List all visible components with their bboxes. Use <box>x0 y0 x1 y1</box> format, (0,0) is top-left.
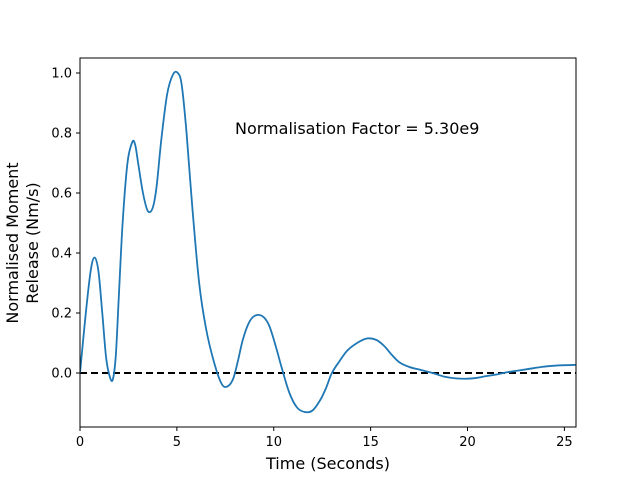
y-tick-label: 0.4 <box>51 247 72 262</box>
axes: 0 5 10 15 20 25 0.0 0.2 0.4 0.6 0.8 1.0 <box>51 57 577 450</box>
x-axis-title: Time (Seconds) <box>265 454 390 473</box>
y-tick-label: 0.8 <box>51 127 72 142</box>
y-tick-label: 0.6 <box>51 187 72 202</box>
plot-frame <box>79 57 577 428</box>
x-tick-label: 0 <box>76 435 84 450</box>
y-tick-label: 1.0 <box>51 67 72 82</box>
x-tick-label: 20 <box>459 435 476 450</box>
plot-area <box>80 70 576 414</box>
y-tick-label: 0.2 <box>51 307 72 322</box>
x-tick-label: 25 <box>556 435 573 450</box>
x-tick-label: 5 <box>173 435 181 450</box>
y-axis-title-line-1: Normalised Moment <box>3 162 22 323</box>
moment-release-line-0 <box>80 70 576 414</box>
normalisation-annotation: Normalisation Factor = 5.30e9 <box>235 119 479 138</box>
y-axis-title-line-2: Release (Nm/s) <box>23 182 42 303</box>
x-tick-label: 10 <box>265 435 282 450</box>
y-tick-label: 0.0 <box>51 367 72 382</box>
x-tick-label: 15 <box>362 435 379 450</box>
